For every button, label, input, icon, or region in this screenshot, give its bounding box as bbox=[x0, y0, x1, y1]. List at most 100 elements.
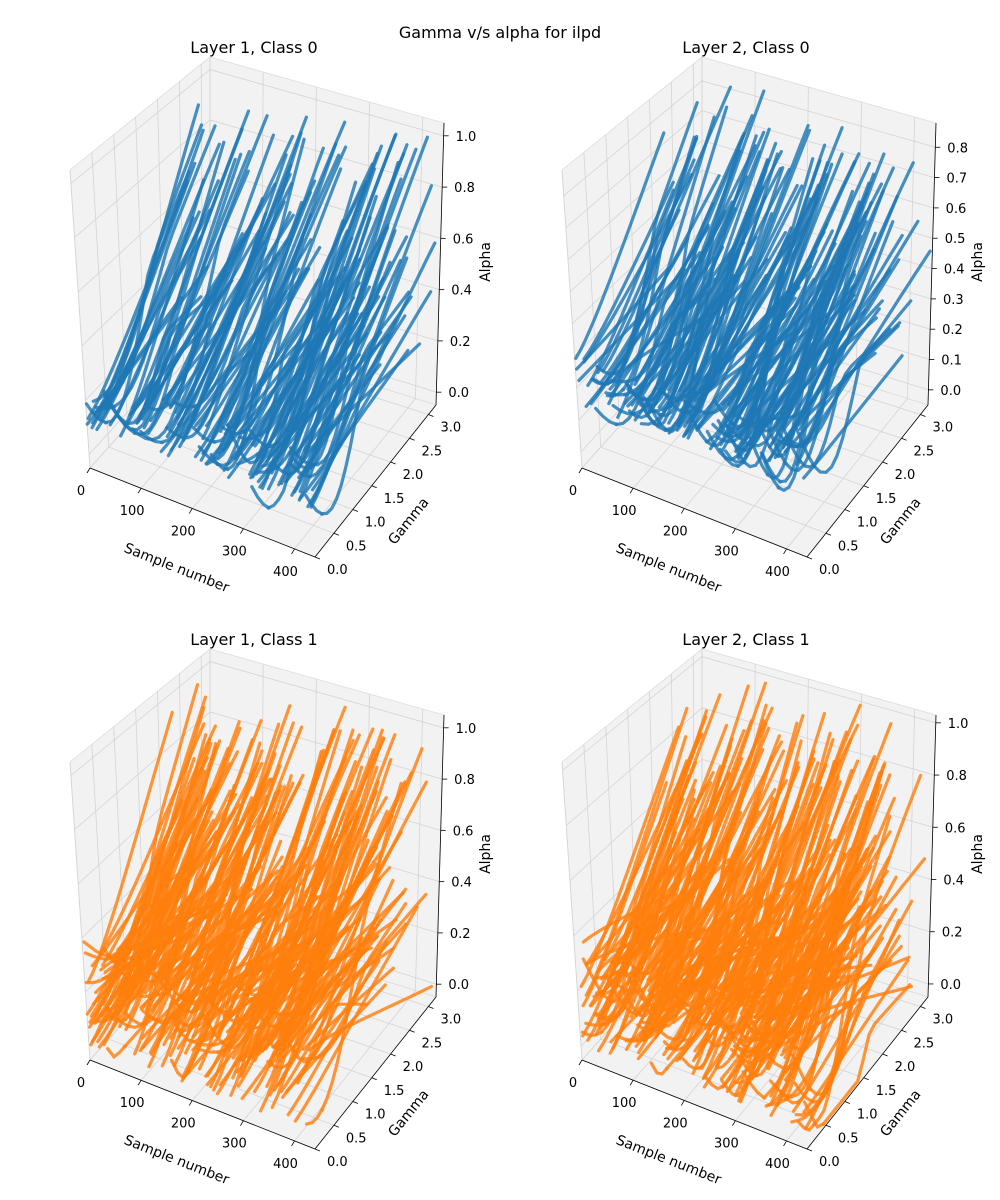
y-tick bbox=[863, 485, 869, 489]
data-curve bbox=[611, 788, 696, 1050]
z-tick-label: 0.4 bbox=[451, 284, 472, 299]
x-axis-label: Sample number bbox=[614, 1132, 724, 1188]
data-curve bbox=[270, 780, 380, 1109]
data-curve bbox=[272, 814, 394, 1029]
data-curve bbox=[794, 985, 913, 1025]
z-axis-line bbox=[435, 122, 445, 406]
y-tick bbox=[371, 485, 377, 489]
data-curve bbox=[175, 172, 292, 420]
y-tick-label: 0.0 bbox=[327, 1155, 348, 1170]
data-curve bbox=[776, 890, 872, 1107]
data-curve bbox=[628, 723, 729, 976]
data-curve bbox=[201, 131, 303, 441]
x-tick bbox=[732, 1120, 736, 1126]
x-tick-label: 300 bbox=[714, 1137, 739, 1152]
data-curve bbox=[715, 739, 803, 1069]
y-tick bbox=[825, 1124, 832, 1128]
data-curve bbox=[219, 882, 343, 1001]
data-curve bbox=[685, 870, 775, 1032]
y-tick bbox=[920, 414, 926, 417]
y-tick bbox=[390, 461, 396, 465]
data-curve bbox=[633, 114, 754, 387]
data-curve bbox=[135, 149, 251, 424]
x-tick bbox=[86, 467, 91, 474]
x-axis-label: Sample number bbox=[614, 540, 724, 596]
data-curve bbox=[700, 328, 799, 399]
data-curve bbox=[797, 857, 927, 1017]
data-curves bbox=[84, 103, 437, 516]
data-curve bbox=[147, 784, 236, 1069]
data-curve bbox=[754, 205, 864, 427]
data-curve bbox=[625, 134, 745, 408]
data-curve bbox=[143, 865, 239, 995]
z-gridline bbox=[567, 139, 934, 261]
tick-labels: 0 100 200 300 400 0.0 0.5 1.0 1.5 2.0 2.5 3.0 0.0 0.2… bbox=[569, 717, 969, 1172]
data-curve bbox=[268, 765, 364, 1063]
x-tick-label: 0 bbox=[569, 1076, 577, 1091]
z-gridline bbox=[70, 69, 444, 184]
x-tick bbox=[732, 528, 736, 534]
data-curve bbox=[638, 240, 746, 418]
data-curve bbox=[264, 845, 379, 1051]
data-curve bbox=[634, 245, 725, 398]
z-axis-label: Alpha bbox=[970, 834, 986, 874]
z-tick-label: 0.2 bbox=[450, 335, 471, 350]
data-curve bbox=[793, 907, 898, 1104]
data-curve bbox=[731, 291, 832, 415]
data-curve bbox=[136, 140, 226, 423]
x-tick bbox=[188, 1100, 193, 1106]
data-curve bbox=[106, 769, 206, 1060]
data-curve bbox=[586, 831, 677, 1042]
data-curve bbox=[129, 750, 239, 972]
z-tick-label: 0.0 bbox=[940, 978, 961, 993]
y-tick bbox=[314, 1148, 321, 1152]
y-tick bbox=[901, 1029, 907, 1033]
z-axis-label: Alpha bbox=[970, 242, 986, 282]
z-tick-label: 0.0 bbox=[448, 978, 469, 993]
data-curve bbox=[802, 354, 904, 480]
data-curve bbox=[281, 959, 381, 1099]
x-tick-label: 400 bbox=[765, 565, 790, 580]
data-curve bbox=[688, 230, 787, 395]
z-axis-line bbox=[927, 122, 937, 406]
data-curve bbox=[117, 886, 215, 997]
data-curve bbox=[99, 128, 205, 407]
y-tick-label: 2.0 bbox=[403, 1060, 424, 1075]
x-tick bbox=[783, 548, 787, 555]
data-curve bbox=[95, 210, 201, 432]
z-tick-label: 0.6 bbox=[945, 821, 966, 836]
y-tick-label: 0.5 bbox=[346, 539, 367, 554]
x-tick-label: 200 bbox=[171, 1116, 196, 1131]
data-curve bbox=[288, 243, 382, 456]
tick-labels: 0 100 200 300 400 0.0 0.5 1.0 1.5 2.0 2.5 3.0 0.0 0.1… bbox=[569, 141, 968, 580]
z-tick-label: 0.8 bbox=[454, 181, 475, 196]
z-gridline bbox=[562, 656, 936, 771]
y-tick bbox=[352, 509, 358, 512]
x-tick bbox=[783, 1140, 787, 1147]
x-tick bbox=[629, 1080, 634, 1086]
z-gridline bbox=[565, 707, 935, 826]
data-curve bbox=[783, 944, 903, 1073]
data-curve bbox=[575, 267, 670, 371]
data-curve bbox=[209, 833, 339, 1004]
data-curve bbox=[236, 888, 339, 1088]
y-gridline bbox=[91, 744, 335, 1126]
y-tick bbox=[371, 1077, 377, 1081]
data-curve bbox=[608, 765, 722, 1055]
data-curve bbox=[603, 715, 708, 962]
z-tick-label: 0.2 bbox=[942, 323, 963, 338]
data-curve bbox=[608, 256, 704, 398]
y-tick-label: 3.0 bbox=[440, 421, 461, 436]
data-curve bbox=[734, 982, 842, 1010]
data-curve bbox=[186, 153, 288, 431]
y-tick-label: 3.0 bbox=[932, 421, 953, 436]
data-curve bbox=[607, 135, 696, 406]
data-curve bbox=[631, 775, 729, 957]
z-axis-label: Alpha bbox=[478, 834, 494, 874]
y-tick bbox=[390, 1053, 396, 1057]
data-curve bbox=[740, 210, 868, 446]
z-tick-label: 1.0 bbox=[456, 722, 477, 737]
y-tick-label: 2.0 bbox=[895, 1060, 916, 1075]
subplot-title: Layer 2, Class 1 bbox=[682, 630, 809, 649]
x-tick-label: 200 bbox=[171, 524, 196, 539]
